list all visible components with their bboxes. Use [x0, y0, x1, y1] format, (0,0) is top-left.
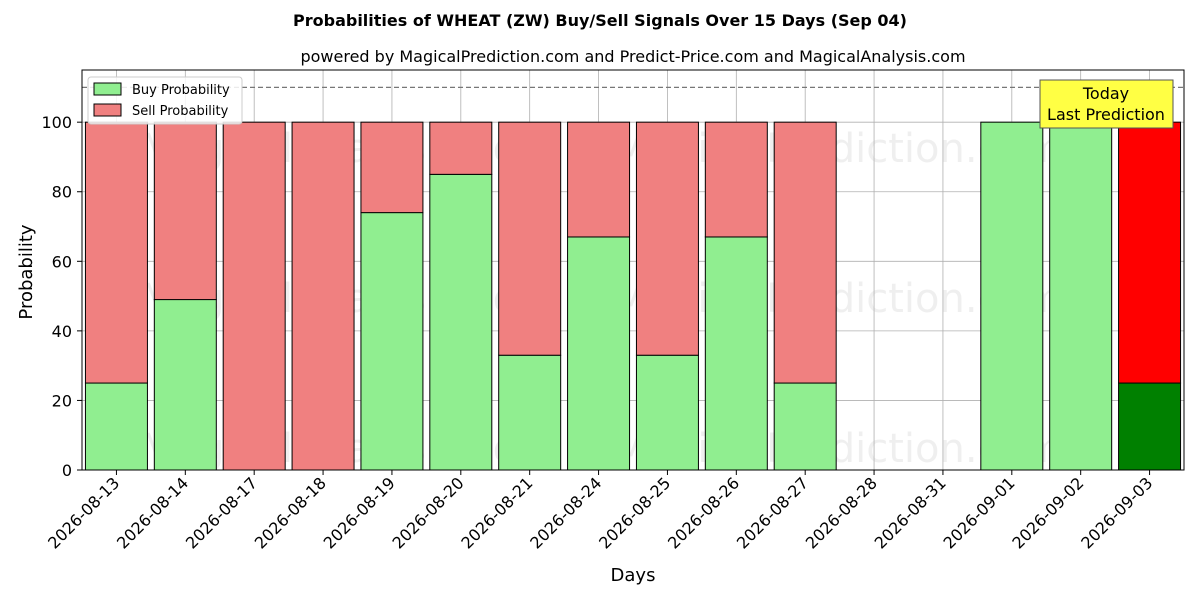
x-tick-label: 2026-08-20	[388, 473, 467, 552]
sell-bar	[704, 121, 768, 238]
sell-bar	[498, 121, 562, 356]
legend: Buy Probability Sell Probability	[87, 76, 243, 125]
x-tick-label: 2026-08-17	[182, 473, 261, 552]
today-label: Today	[1082, 84, 1129, 103]
x-axis-ticks: 2026-08-132026-08-142026-08-172026-08-18…	[44, 470, 1156, 553]
sell-bar	[567, 121, 631, 238]
sell-bar	[773, 121, 837, 384]
y-axis-ticks: 0 20 40 60 80 100	[41, 113, 82, 480]
buy-bar	[980, 121, 1044, 471]
x-tick-label: 2026-08-26	[664, 473, 743, 552]
x-tick-label: 2026-08-21	[457, 473, 536, 552]
sell-bar	[429, 121, 493, 175]
buy-bar	[567, 236, 631, 471]
x-tick-label: 2026-08-18	[251, 473, 330, 552]
x-tick-label: 2026-08-27	[733, 473, 812, 552]
sell-bar	[222, 121, 286, 471]
today-box-bg	[1039, 79, 1174, 129]
sell-bar	[1118, 121, 1182, 384]
buy-bar	[153, 299, 217, 471]
legend-swatch	[93, 82, 122, 96]
x-tick-label: 2026-08-25	[595, 473, 674, 552]
y-tick-label: 80	[52, 183, 72, 202]
sell-bar	[84, 121, 148, 384]
chart-subtitle: powered by MagicalPrediction.com and Pre…	[300, 47, 965, 66]
buy-bar	[1049, 121, 1113, 471]
x-tick-label: 2026-08-14	[113, 473, 192, 552]
buy-bar	[773, 382, 837, 471]
sell-bar	[635, 121, 699, 356]
legend-label: Buy Probability	[132, 83, 230, 98]
x-tick-label: 2026-09-02	[1008, 473, 1087, 552]
chart-title: Probabilities of WHEAT (ZW) Buy/Sell Sig…	[293, 11, 907, 30]
bars	[84, 121, 1182, 471]
x-tick-label: 2026-09-03	[1077, 473, 1156, 552]
buy-bar	[429, 173, 493, 471]
legend-box	[87, 76, 243, 125]
y-axis-label: Probability	[16, 224, 37, 319]
x-tick-label: 2026-08-31	[871, 473, 950, 552]
buy-bar	[1118, 382, 1182, 471]
x-tick-label: 2026-08-19	[320, 473, 399, 552]
x-tick-label: 2026-08-13	[44, 473, 123, 552]
y-tick-label: 60	[52, 252, 72, 271]
y-tick-label: 20	[52, 391, 72, 410]
buy-bar	[84, 382, 148, 471]
buy-bar	[704, 236, 768, 471]
sell-bar	[153, 121, 217, 301]
buy-bar	[635, 354, 699, 471]
y-tick-label: 0	[62, 461, 72, 480]
y-tick-label: 40	[52, 322, 72, 341]
x-tick-label: 2026-09-01	[939, 473, 1018, 552]
legend-swatch	[93, 103, 122, 117]
sell-bar	[360, 121, 424, 214]
plot-frame	[81, 69, 1185, 471]
x-axis-label: Days	[611, 565, 656, 586]
buy-bar	[360, 212, 424, 471]
y-tick-label: 100	[41, 113, 72, 132]
sell-bar	[291, 121, 355, 471]
legend-label: Sell Probability	[132, 104, 229, 119]
today-label: Last Prediction	[1047, 105, 1165, 124]
buy-bar	[498, 354, 562, 471]
x-tick-label: 2026-08-28	[802, 473, 881, 552]
x-tick-label: 2026-08-24	[526, 473, 605, 552]
today-annotation: Today Last Prediction	[1039, 79, 1174, 129]
